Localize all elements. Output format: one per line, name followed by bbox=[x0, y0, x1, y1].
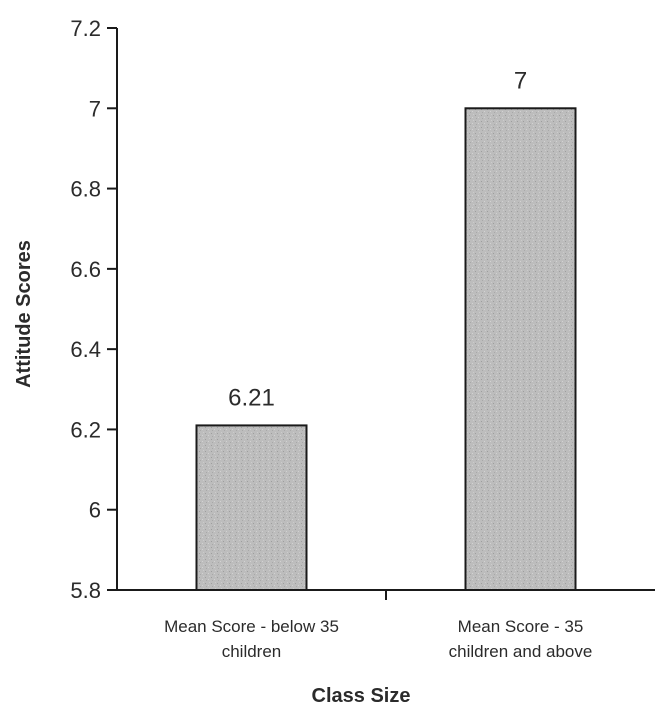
bar bbox=[195, 424, 308, 591]
x-category-label: Mean Score - 35 bbox=[458, 617, 584, 636]
y-tick-label: 6 bbox=[89, 498, 101, 523]
bars bbox=[195, 107, 577, 592]
x-category-label: children and above bbox=[449, 642, 593, 661]
y-tick-label: 6.2 bbox=[70, 417, 101, 442]
y-tick-label: 7 bbox=[89, 96, 101, 121]
y-tick-label: 5.8 bbox=[70, 578, 101, 603]
y-axis-title: Attitude Scores bbox=[13, 240, 35, 388]
x-axis-category-labels: Mean Score - below 35 children Mean Score … bbox=[164, 617, 592, 661]
bar bbox=[464, 107, 577, 592]
x-axis-title: Class Size bbox=[312, 685, 411, 707]
x-category-label: Mean Score - below 35 bbox=[164, 617, 339, 636]
y-tick-label: 6.6 bbox=[70, 257, 101, 282]
x-category-label: children bbox=[222, 642, 282, 661]
data-label: 6.21 bbox=[228, 384, 275, 411]
y-tick-label: 6.8 bbox=[70, 177, 101, 202]
y-tick-label: 7.2 bbox=[70, 16, 101, 41]
y-axis-ticks: 5.8 6 6.2 6.4 6.6 6.8 7 7.2 bbox=[70, 16, 117, 603]
y-tick-label: 6.4 bbox=[70, 337, 101, 362]
data-labels: 6.21 7 bbox=[228, 67, 527, 411]
data-label: 7 bbox=[514, 67, 527, 94]
